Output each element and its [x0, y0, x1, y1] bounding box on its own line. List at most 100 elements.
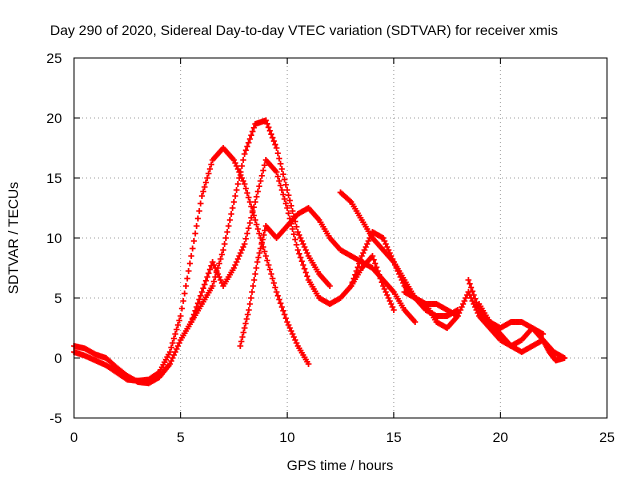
y-axis-label: SDTVAR / TECUs: [5, 182, 21, 294]
data-point: [293, 241, 300, 248]
data-point: [246, 301, 253, 307]
data-point: [233, 187, 240, 193]
data-point: [216, 260, 223, 267]
data-point: [264, 257, 271, 264]
data-point: [473, 299, 480, 306]
data-point: [356, 260, 363, 267]
data-point: [222, 235, 229, 241]
plot-frame: [73, 57, 608, 419]
data-point: [196, 208, 203, 214]
data-point: [266, 266, 273, 273]
data-point: [197, 292, 204, 299]
data-point: [561, 355, 568, 361]
data-point: [278, 304, 285, 310]
data-point: [470, 292, 477, 298]
data-point: [208, 161, 215, 168]
data-point: [240, 329, 247, 336]
data-point: [170, 335, 177, 342]
data-point: [244, 230, 251, 237]
data-point: [247, 295, 254, 301]
data-point: [276, 155, 283, 162]
data-point: [274, 292, 281, 299]
data-point: [239, 334, 246, 340]
data-point: [468, 284, 475, 291]
y-tick-label: 5: [54, 290, 62, 306]
data-point: [236, 175, 243, 181]
data-points: [71, 117, 568, 387]
data-point: [241, 325, 248, 331]
data-point: [228, 211, 235, 217]
data-point: [257, 245, 264, 252]
data-point: [273, 145, 280, 151]
data-point: [206, 166, 213, 172]
data-point: [249, 128, 256, 135]
data-point: [244, 190, 251, 196]
data-point: [248, 214, 255, 221]
data-point: [249, 289, 256, 295]
data-point: [190, 238, 197, 244]
data-point: [253, 265, 260, 271]
x-tick-label: 20: [493, 429, 509, 445]
data-point: [193, 304, 200, 310]
data-point: [254, 226, 261, 232]
data-point: [266, 127, 273, 134]
data-point: [261, 248, 268, 255]
data-point: [278, 166, 285, 172]
data-point: [173, 326, 180, 333]
y-tick-label: 20: [46, 110, 62, 126]
data-point: [268, 131, 275, 138]
data-point: [282, 181, 289, 188]
data-point: [202, 179, 209, 186]
data-point: [188, 253, 195, 259]
x-axis-label: GPS time / hours: [287, 457, 394, 473]
data-point: [302, 269, 309, 276]
data-point: [192, 307, 199, 314]
data-point: [246, 136, 253, 142]
data-point: [241, 181, 248, 187]
data-point: [198, 193, 205, 199]
data-point: [260, 167, 267, 174]
data-point: [369, 253, 376, 259]
data-point: [238, 338, 245, 345]
data-point: [238, 163, 245, 169]
data-point: [243, 316, 250, 322]
data-point: [352, 271, 359, 278]
data-point: [258, 172, 265, 179]
y-tick-labels: -5 0 5 10 15 20 25: [46, 50, 62, 426]
data-point: [224, 229, 231, 235]
y-tick-label: 10: [46, 230, 62, 246]
data-point: [285, 192, 292, 199]
data-point: [259, 236, 266, 243]
data-point: [242, 320, 249, 327]
data-point: [226, 217, 233, 223]
data-point: [273, 169, 280, 175]
data-point: [194, 300, 201, 307]
data-point: [197, 200, 204, 207]
y-tick-label: 0: [54, 350, 62, 366]
data-point: [242, 235, 249, 242]
data-point: [255, 254, 262, 261]
data-point: [273, 289, 280, 295]
data-point: [281, 176, 288, 183]
data-point: [270, 138, 277, 145]
data-point: [257, 178, 264, 184]
data-point: [348, 283, 355, 289]
data-point: [205, 270, 212, 277]
data-point: [189, 245, 196, 252]
data-point: [285, 210, 292, 217]
data-point: [349, 279, 356, 286]
data-point: [281, 196, 288, 202]
series-arc9: [465, 277, 568, 364]
data-point: [269, 134, 276, 141]
data-point: [304, 273, 311, 280]
data-point: [294, 247, 301, 253]
data-point: [277, 160, 284, 167]
chart-title: Day 290 of 2020, Sidereal Day-to-day VTE…: [50, 22, 558, 38]
data-point: [252, 271, 259, 277]
data-point: [354, 264, 361, 271]
data-point: [256, 230, 263, 237]
data-point: [264, 120, 271, 127]
data-point: [242, 147, 249, 154]
data-point: [249, 209, 256, 216]
y-tick-label: 15: [46, 170, 62, 186]
